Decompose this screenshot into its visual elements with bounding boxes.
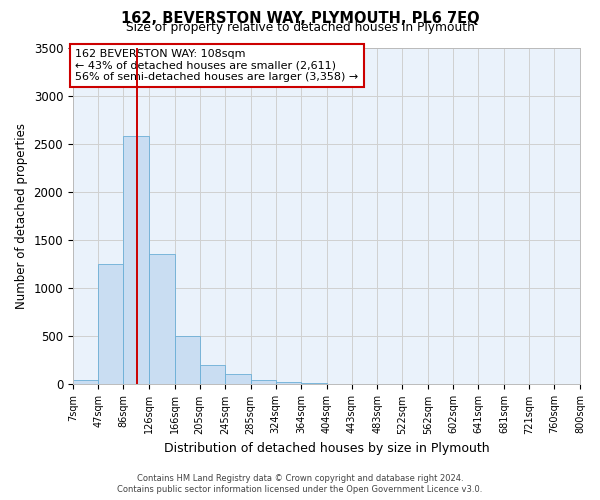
- Bar: [149, 254, 175, 384]
- X-axis label: Distribution of detached houses by size in Plymouth: Distribution of detached houses by size …: [164, 442, 489, 455]
- Y-axis label: Number of detached properties: Number of detached properties: [15, 123, 28, 309]
- Bar: [200, 365, 225, 384]
- Bar: [124, 136, 149, 384]
- Bar: [73, 380, 98, 384]
- Text: Contains HM Land Registry data © Crown copyright and database right 2024.
Contai: Contains HM Land Registry data © Crown c…: [118, 474, 482, 494]
- Bar: [251, 380, 275, 384]
- Text: 162 BEVERSTON WAY: 108sqm
← 43% of detached houses are smaller (2,611)
56% of se: 162 BEVERSTON WAY: 108sqm ← 43% of detac…: [76, 49, 359, 82]
- Bar: [175, 336, 200, 384]
- Text: 162, BEVERSTON WAY, PLYMOUTH, PL6 7EQ: 162, BEVERSTON WAY, PLYMOUTH, PL6 7EQ: [121, 11, 479, 26]
- Bar: [225, 374, 251, 384]
- Bar: [98, 264, 124, 384]
- Text: Size of property relative to detached houses in Plymouth: Size of property relative to detached ho…: [125, 22, 475, 35]
- Bar: [275, 382, 301, 384]
